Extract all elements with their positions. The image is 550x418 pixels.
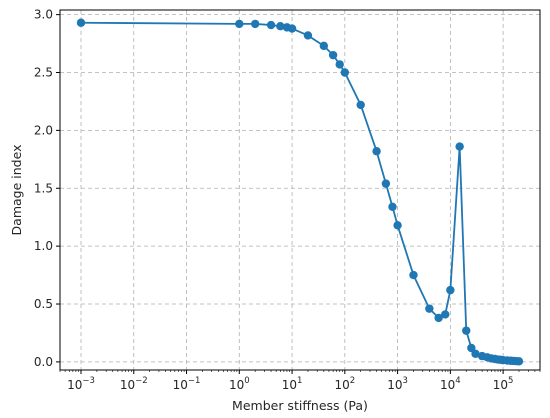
- x-tick-label: 101: [282, 376, 303, 392]
- x-tick-label: 10−1: [173, 376, 201, 392]
- x-tick-label: 100: [229, 376, 250, 392]
- x-tick-label: 10−2: [120, 376, 148, 392]
- y-tick-label: 2.5: [34, 66, 53, 80]
- data-point: [276, 22, 285, 31]
- data-point: [287, 24, 297, 33]
- data-point: [471, 349, 480, 358]
- y-tick-label: 0.5: [34, 297, 53, 311]
- y-tick-label: 1.5: [34, 181, 53, 195]
- data-point: [462, 326, 471, 335]
- data-point: [340, 68, 350, 77]
- data-point: [266, 20, 276, 30]
- y-tick-label: 1.0: [34, 239, 53, 253]
- data-point: [514, 357, 524, 366]
- data-point: [319, 41, 329, 51]
- data-point: [372, 147, 381, 156]
- x-tick-label: 103: [387, 376, 408, 392]
- data-point: [250, 19, 260, 29]
- plot-frame: [59, 9, 541, 371]
- data-point: [388, 202, 397, 211]
- data-point: [409, 270, 418, 280]
- grid-lines: [60, 10, 540, 370]
- axis-ticks: 10−3 10−2 10−1 100 101 102 103 104 105 0.0 0.5 1.0 1…: [34, 8, 541, 392]
- y-axis-label: Damage index: [9, 145, 24, 236]
- data-point: [235, 19, 244, 29]
- data-point: [446, 285, 455, 295]
- data-series: [76, 18, 524, 366]
- data-point: [76, 18, 86, 27]
- data-point: [335, 60, 344, 69]
- data-point: [425, 304, 434, 313]
- data-point: [381, 179, 391, 188]
- y-tick-label: 2.0: [34, 123, 53, 137]
- data-point: [356, 100, 365, 110]
- x-axis-label: Member stiffness (Pa): [232, 398, 368, 413]
- data-point: [441, 310, 450, 319]
- y-tick-label: 0.0: [34, 355, 53, 369]
- x-tick-label: 104: [440, 376, 461, 392]
- data-point: [455, 142, 464, 151]
- data-point: [393, 221, 402, 230]
- x-tick-label: 10−3: [67, 376, 95, 392]
- data-point: [467, 343, 476, 353]
- data-point: [303, 31, 313, 40]
- y-tick-label: 3.0: [34, 8, 53, 22]
- data-point: [328, 50, 338, 60]
- data-point: [434, 313, 443, 323]
- x-tick-label: 105: [493, 376, 514, 392]
- x-tick-label: 102: [334, 376, 355, 392]
